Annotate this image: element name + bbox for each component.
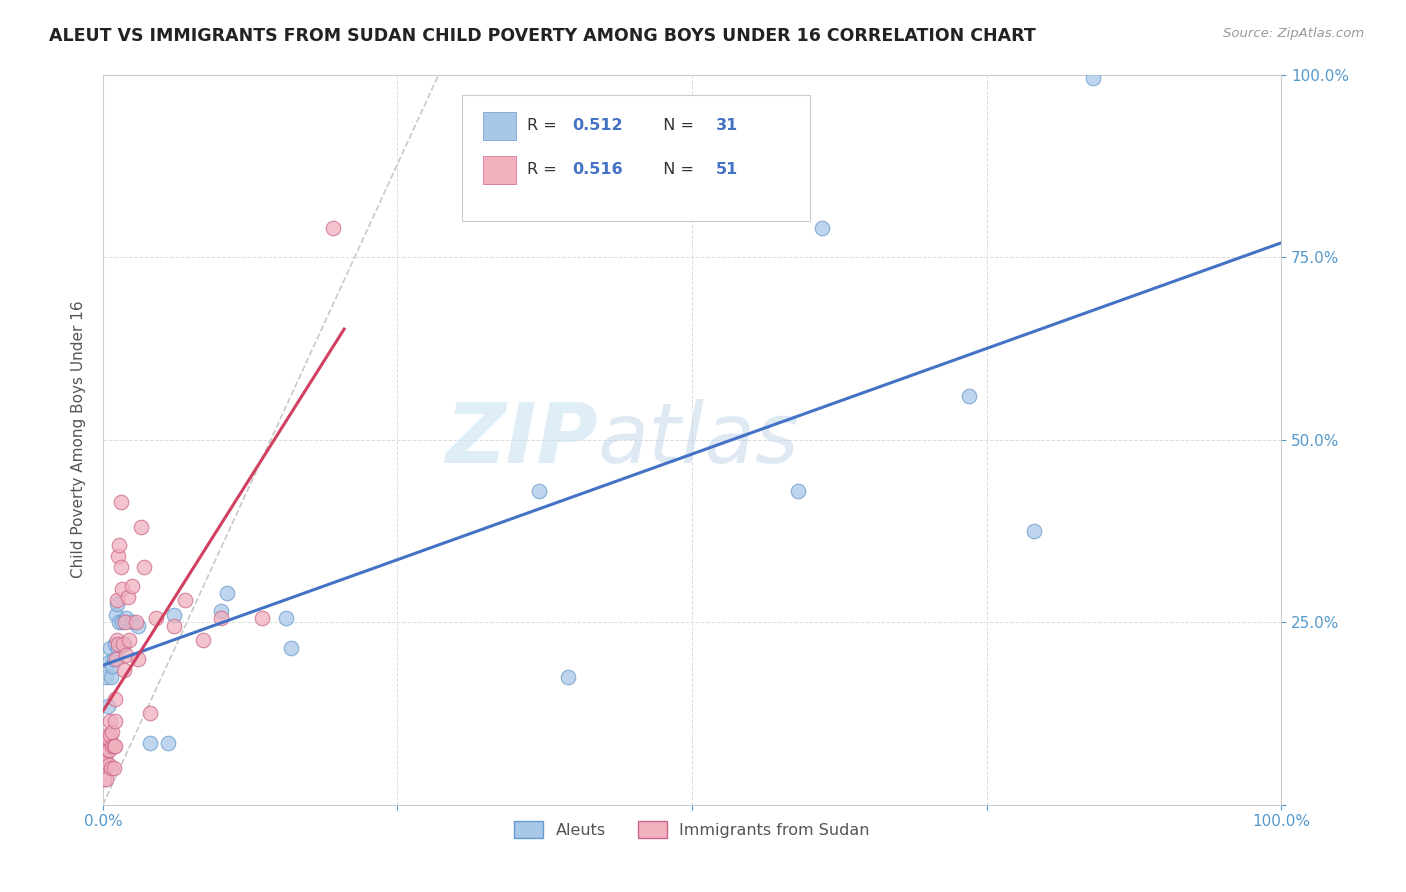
Point	[105, 597, 128, 611]
Point	[121, 615, 143, 629]
Point	[209, 604, 232, 618]
Point	[105, 633, 128, 648]
Text: 51: 51	[716, 162, 738, 177]
Text: ALEUT VS IMMIGRANTS FROM SUDAN CHILD POVERTY AMONG BOYS UNDER 16 CORRELATION CHA: ALEUT VS IMMIGRANTS FROM SUDAN CHILD POV…	[49, 27, 1036, 45]
Point	[97, 757, 120, 772]
Text: 0.516: 0.516	[572, 162, 623, 177]
Point	[93, 772, 115, 786]
Point	[108, 615, 131, 629]
Point	[103, 739, 125, 754]
Point	[107, 640, 129, 655]
Point	[98, 714, 121, 728]
Point	[103, 651, 125, 665]
Point	[139, 706, 162, 721]
Text: R =: R =	[527, 118, 562, 133]
Point	[527, 483, 550, 498]
Point	[134, 560, 156, 574]
Point	[215, 586, 238, 600]
Legend: Aleuts, Immigrants from Sudan: Aleuts, Immigrants from Sudan	[508, 814, 876, 844]
Point	[127, 619, 149, 633]
Text: ZIP: ZIP	[446, 399, 598, 480]
Point	[250, 611, 273, 625]
Point	[115, 611, 138, 625]
Point	[94, 757, 117, 772]
Point	[104, 607, 127, 622]
Point	[121, 579, 143, 593]
Point	[93, 736, 115, 750]
Point	[94, 739, 117, 754]
Text: R =: R =	[527, 162, 562, 177]
Point	[97, 699, 120, 714]
Point	[280, 640, 302, 655]
Point	[129, 520, 152, 534]
Point	[104, 691, 127, 706]
Point	[174, 593, 197, 607]
Point	[112, 663, 135, 677]
Point	[101, 659, 124, 673]
Point	[98, 728, 121, 742]
Point	[110, 560, 132, 574]
Point	[96, 670, 118, 684]
Point	[191, 633, 214, 648]
Point	[100, 761, 122, 775]
Point	[127, 651, 149, 665]
Y-axis label: Child Poverty Among Boys Under 16: Child Poverty Among Boys Under 16	[72, 301, 86, 578]
Bar	[484, 112, 516, 140]
Point	[104, 637, 127, 651]
Point	[162, 607, 184, 622]
Point	[112, 637, 135, 651]
Point	[957, 389, 980, 403]
Point	[1081, 71, 1104, 86]
Point	[557, 670, 579, 684]
Point	[125, 615, 148, 629]
Point	[97, 731, 120, 746]
Point	[108, 539, 131, 553]
Point	[1022, 524, 1045, 538]
Point	[115, 648, 138, 662]
Bar	[484, 156, 516, 184]
Text: N =: N =	[654, 118, 699, 133]
Point	[97, 655, 120, 669]
Point	[117, 590, 139, 604]
Point	[209, 611, 232, 625]
Point	[104, 651, 127, 665]
FancyBboxPatch shape	[463, 95, 810, 220]
Point	[104, 739, 127, 754]
Point	[103, 761, 125, 775]
Point	[104, 714, 127, 728]
Point	[107, 549, 129, 564]
Point	[787, 483, 810, 498]
Point	[97, 728, 120, 742]
Point	[810, 220, 832, 235]
Point	[111, 615, 134, 629]
Point	[97, 743, 120, 757]
Point	[100, 670, 122, 684]
Point	[101, 739, 124, 754]
Point	[111, 582, 134, 597]
Point	[139, 736, 162, 750]
Text: atlas: atlas	[598, 399, 800, 480]
Point	[162, 619, 184, 633]
Point	[98, 640, 121, 655]
Text: 31: 31	[716, 118, 738, 133]
Point	[114, 615, 136, 629]
Point	[94, 739, 117, 754]
Text: Source: ZipAtlas.com: Source: ZipAtlas.com	[1223, 27, 1364, 40]
Text: N =: N =	[654, 162, 699, 177]
Point	[145, 611, 167, 625]
Text: 0.512: 0.512	[572, 118, 623, 133]
Point	[96, 754, 118, 768]
Point	[274, 611, 297, 625]
Point	[156, 736, 179, 750]
Point	[322, 220, 344, 235]
Point	[107, 637, 129, 651]
Point	[105, 593, 128, 607]
Point	[93, 754, 115, 768]
Point	[118, 633, 141, 648]
Point	[110, 494, 132, 508]
Point	[96, 772, 118, 786]
Point	[101, 724, 124, 739]
Point	[111, 637, 134, 651]
Point	[97, 743, 120, 757]
